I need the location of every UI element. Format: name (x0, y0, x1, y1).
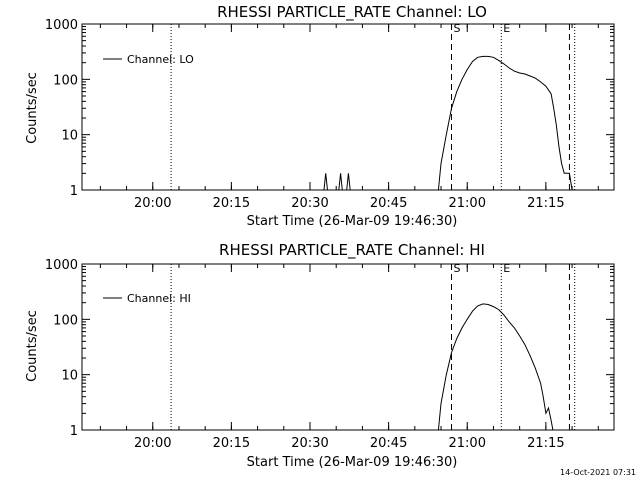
panel-lo-ytick-label: 1000 (45, 18, 78, 33)
panel-hi-marker-label: S (454, 262, 461, 275)
panel-lo-xtick-label: 20:00 (134, 196, 171, 211)
panel-hi-marker-label: E (503, 262, 510, 275)
panel-hi-xtick-label: 20:00 (134, 436, 171, 451)
panel-lo-xtick-label: 20:15 (213, 196, 250, 211)
panel-lo-xtick-label: 20:30 (291, 196, 328, 211)
panel-hi-xtick-label: 21:00 (449, 436, 486, 451)
panel-lo-xtick-label: 21:15 (527, 196, 564, 211)
panel-lo-ytick-label: 100 (53, 73, 78, 88)
panel-lo-plot-frame (81, 23, 615, 191)
generated-timestamp: 14-Oct-2021 07:31 (560, 468, 636, 477)
panel-hi-legend-label: Channel: HI (127, 292, 191, 305)
panel-lo-marker-label: E (503, 22, 510, 35)
panel-lo-ylabel: Counts/sec (25, 72, 40, 144)
panel-lo-ytick-label: 1 (70, 184, 78, 199)
panel-lo-marker-label: S (454, 22, 461, 35)
panel-hi-xtick-label: 20:30 (291, 436, 328, 451)
panel-lo-xtick-label: 21:00 (449, 196, 486, 211)
panel-lo-title: RHESSI PARTICLE_RATE Channel: LO (217, 3, 487, 22)
panel-hi-ylabel: Counts/sec (25, 310, 40, 382)
panel-hi-plot-frame (81, 263, 615, 431)
panel-lo-xlabel: Start Time (26-Mar-09 19:46:30) (247, 214, 458, 229)
panel-hi-ytick-label: 10 (61, 369, 78, 384)
panel-hi-xtick-label: 21:15 (527, 436, 564, 451)
panel-hi-xtick-label: 20:45 (370, 436, 407, 451)
panel-hi-ytick-label: 1000 (45, 258, 78, 273)
panel-hi-ytick-label: 100 (53, 313, 78, 328)
panel-hi-xlabel: Start Time (26-Mar-09 19:46:30) (247, 455, 458, 470)
panel-hi-series-line (82, 303, 554, 431)
panel-hi-xtick-label: 20:15 (213, 436, 250, 451)
panel-lo: RHESSI PARTICLE_RATE Channel: LO Start T… (25, 3, 615, 229)
panel-hi-title: RHESSI PARTICLE_RATE Channel: HI (219, 241, 485, 260)
panel-hi: RHESSI PARTICLE_RATE Channel: HI Start T… (25, 241, 615, 470)
panel-lo-legend-label: Channel: LO (127, 53, 194, 66)
panel-lo-xtick-label: 20:45 (370, 196, 407, 211)
panel-lo-ytick-label: 10 (61, 129, 78, 144)
panel-hi-ytick-label: 1 (70, 424, 78, 439)
panel-lo-series-line (82, 55, 573, 191)
